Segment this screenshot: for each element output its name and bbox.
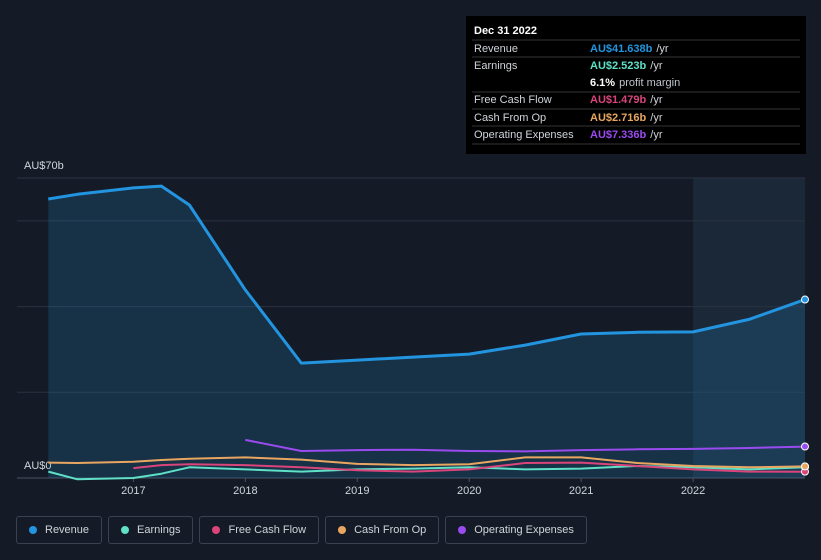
tooltip-label: Free Cash Flow: [474, 94, 552, 106]
tooltip-margin-part: profit margin: [619, 77, 680, 89]
end-point: [801, 442, 809, 451]
legend-item[interactable]: Cash From Op: [325, 516, 440, 544]
legend: Revenue Earnings Free Cash Flow Cash From O…: [16, 516, 587, 544]
tooltip-value-number: AU$7.336b: [590, 129, 647, 141]
tooltip-unit: /yr: [650, 129, 663, 141]
legend-label: Revenue: [45, 524, 90, 536]
legend-swatch: [29, 526, 37, 534]
legend-label: Free Cash Flow: [228, 524, 307, 536]
end-point: [801, 462, 809, 471]
legend-item[interactable]: Earnings: [108, 516, 194, 544]
tooltip-value-number: AU$2.716b: [590, 112, 647, 124]
legend-swatch: [338, 526, 347, 534]
legend-label: Cash From Op: [354, 524, 427, 536]
legend-item[interactable]: Operating Expenses: [445, 516, 587, 544]
tooltip-unit: /yr: [650, 60, 663, 72]
legend-label: Operating Expenses: [474, 524, 574, 536]
tooltip-value: AU$2.523b/yr: [590, 60, 663, 72]
legend-label: Earnings: [137, 524, 181, 536]
tooltip-unit: /yr: [650, 112, 663, 124]
tooltip-unit: /yr: [656, 43, 669, 55]
tooltip-label: Operating Expenses: [474, 129, 574, 141]
x-tick-label: 2019: [345, 485, 369, 497]
x-tick-label: 2017: [121, 485, 145, 497]
legend-swatch: [121, 526, 130, 534]
tooltip-label: Revenue: [474, 43, 518, 55]
tooltip-value-number: AU$41.638b: [590, 43, 653, 55]
legend-swatch: [458, 526, 467, 534]
tooltip-value-number: AU$1.479b: [590, 94, 647, 106]
line: [48, 456, 806, 469]
tooltip: Dec 31 2022 Revenue AU$41.638b/yr Earnings…: [466, 16, 806, 154]
y-tick-label: AU$0: [24, 460, 52, 472]
tooltip-margin-part: 6.1%: [590, 77, 615, 89]
legend-item[interactable]: Revenue: [16, 516, 103, 544]
chart: AU$0 AU$70b 2017 2018 2019 2020 2021 2022 Dec 3…: [17, 16, 809, 497]
line: [245, 438, 806, 453]
end-point: [801, 295, 809, 304]
tooltip-value: AU$41.638b/yr: [590, 43, 669, 55]
tooltip-label: Earnings: [474, 60, 518, 72]
area: [48, 186, 806, 478]
y-tick-label: AU$70b: [24, 160, 64, 172]
legend-swatch: [212, 526, 221, 534]
x-tick-label: 2020: [457, 485, 481, 497]
tooltip-box: [466, 16, 806, 154]
x-tick-label: 2022: [681, 485, 705, 497]
legend-item[interactable]: Free Cash Flow: [199, 516, 320, 544]
tooltip-label: Cash From Op: [474, 112, 546, 124]
line: [48, 465, 806, 481]
x-tick-label: 2018: [233, 485, 257, 497]
line: [48, 184, 806, 365]
line: [133, 461, 806, 473]
tooltip-value: AU$7.336b/yr: [590, 129, 663, 141]
tooltip-date: Dec 31 2022: [474, 25, 537, 37]
tooltip-value: AU$1.479b/yr: [590, 94, 663, 106]
tooltip-margin: 6.1% profit margin: [590, 77, 680, 89]
tooltip-unit: /yr: [650, 94, 663, 106]
tooltip-value: AU$2.716b/yr: [590, 112, 663, 124]
tooltip-value-number: AU$2.523b: [590, 60, 647, 72]
x-tick-label: 2021: [569, 485, 593, 497]
